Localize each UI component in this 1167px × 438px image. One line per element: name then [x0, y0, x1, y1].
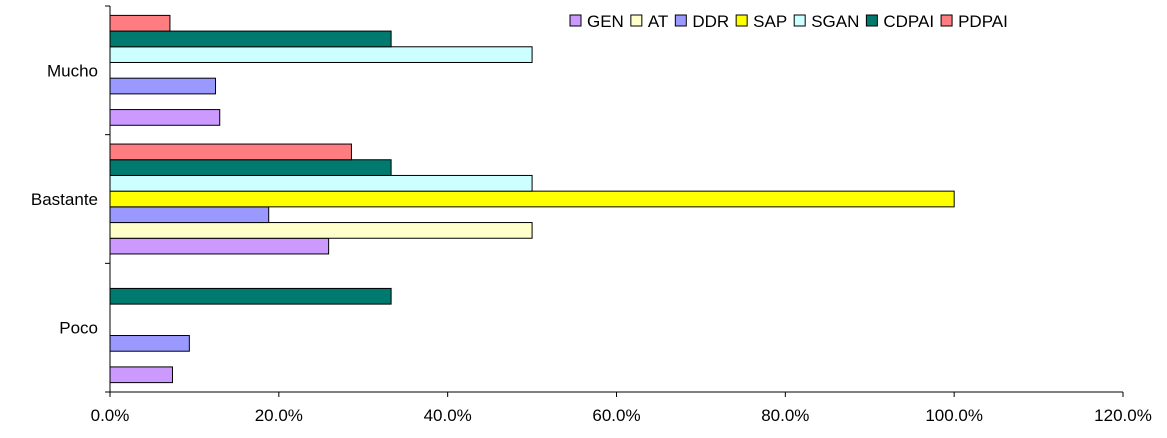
category-label-bastante: Bastante	[31, 190, 98, 209]
x-tick-label: 100.0%	[925, 406, 983, 425]
bar-cdpai-bastante	[109, 159, 392, 176]
legend-swatch-at	[630, 14, 643, 27]
bar-ddr-mucho	[109, 77, 217, 95]
axes-group: Mucho Bastante Poco 0.0% 20.0% 40.0% 60.0% 80.0…	[31, 5, 1152, 425]
legend-label-pdpai: PDPAI	[958, 12, 1008, 31]
category-label-mucho: Mucho	[47, 61, 98, 80]
bar-pdpai-bastante	[109, 143, 352, 161]
bar-gen-poco	[109, 366, 173, 384]
legend-label-ddr: DDR	[692, 12, 729, 31]
bar-gen-bastante	[109, 237, 330, 255]
legend-label-sgan: SGAN	[811, 12, 859, 31]
bars-group	[109, 14, 955, 384]
bar-pdpai-mucho	[109, 14, 171, 32]
x-tick-label: 40.0%	[424, 406, 472, 425]
bar-sgan-mucho	[109, 46, 533, 63]
legend: GEN AT DDR SAP SGAN CDPAI PDPAI	[569, 12, 1008, 31]
legend-swatch-cdpai	[865, 14, 878, 27]
x-tick-label: 80.0%	[761, 406, 809, 425]
x-tick-label: 0.0%	[91, 406, 130, 425]
bar-cdpai-mucho	[109, 30, 392, 48]
x-tick-label: 60.0%	[592, 406, 640, 425]
legend-label-cdpai: CDPAI	[883, 12, 934, 31]
legend-swatch-gen	[569, 14, 582, 27]
legend-label-gen: GEN	[587, 12, 624, 31]
x-tick-label: 20.0%	[255, 406, 303, 425]
bar-ddr-poco	[109, 335, 190, 352]
x-tick-label: 120.0%	[1094, 406, 1152, 425]
legend-swatch-ddr	[674, 14, 687, 27]
bar-sap-bastante	[109, 190, 955, 208]
bar-sgan-bastante	[109, 174, 533, 192]
bar-gen-mucho	[109, 109, 221, 126]
legend-swatch-sgan	[793, 14, 806, 27]
legend-label-sap: SAP	[753, 12, 787, 31]
legend-swatch-pdpai	[940, 14, 953, 27]
legend-label-at: AT	[648, 12, 668, 31]
category-label-poco: Poco	[59, 319, 98, 338]
bar-at-bastante	[109, 222, 533, 239]
legend-swatch-sap	[735, 14, 748, 27]
bar-ddr-bastante	[109, 206, 270, 224]
bar-cdpai-poco	[109, 287, 392, 305]
